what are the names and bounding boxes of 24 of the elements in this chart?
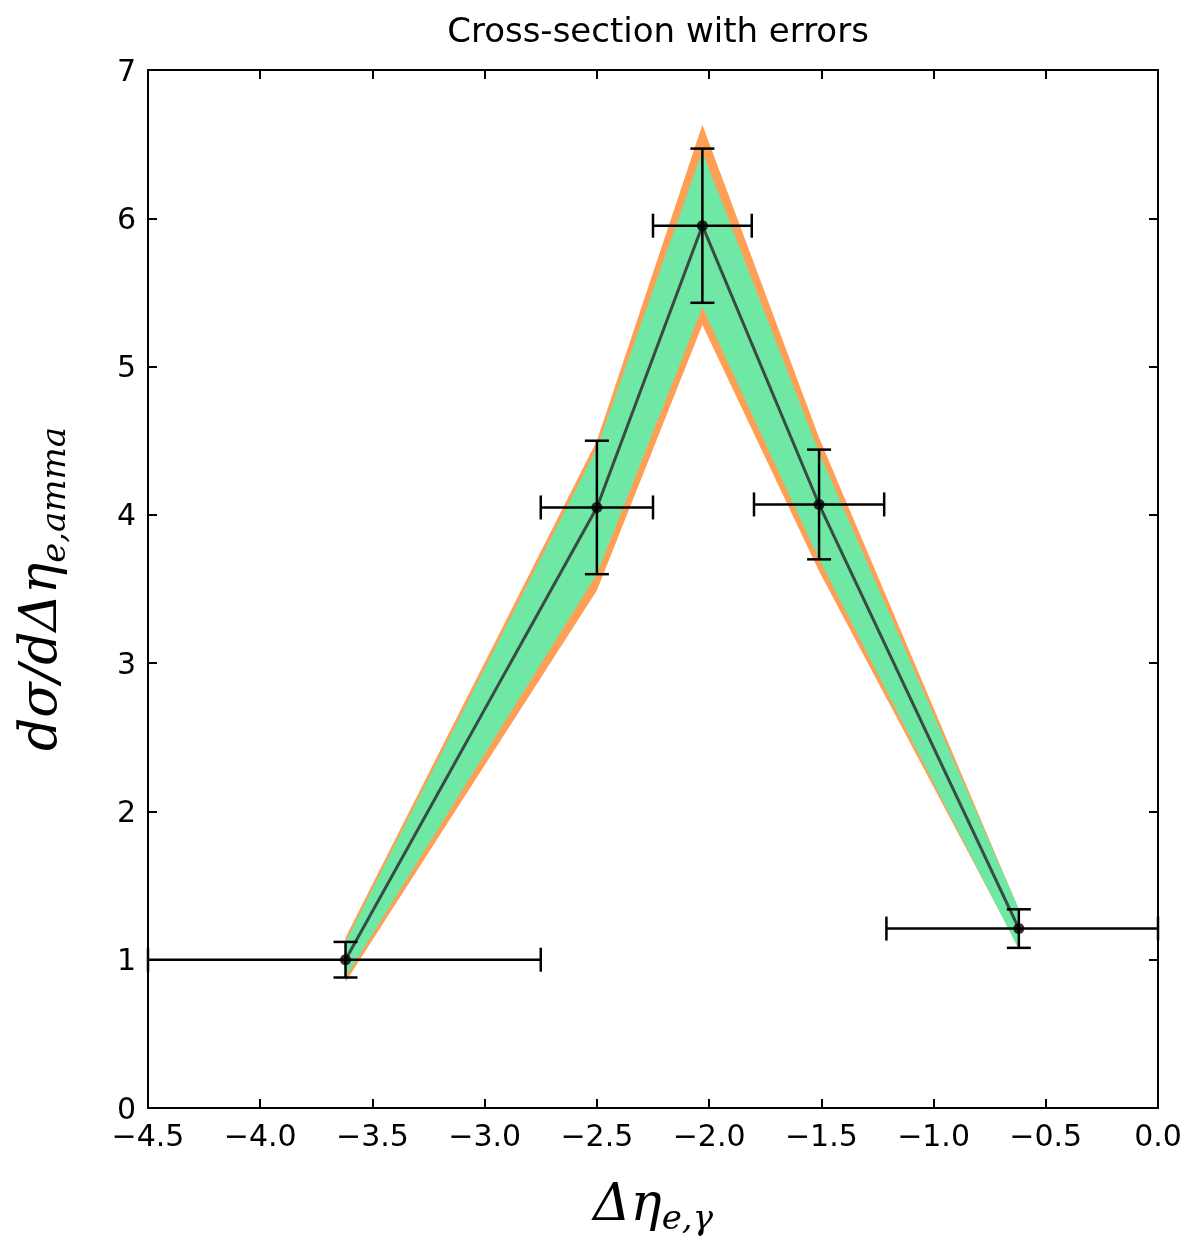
x-tick-label: −3.5 <box>336 1117 409 1153</box>
x-tick-label: −1.5 <box>784 1117 858 1153</box>
point <box>696 220 708 232</box>
point <box>1013 923 1025 935</box>
x-tick-label: −2.0 <box>672 1117 746 1153</box>
x-tick-label: −4.0 <box>223 1117 297 1153</box>
y-tick-label: 0 <box>116 1090 136 1126</box>
y-tick-label: 2 <box>116 793 136 829</box>
point <box>813 498 825 510</box>
x-tick-label: −1.0 <box>897 1117 970 1153</box>
y-tick-label: 6 <box>116 200 136 236</box>
y-tick-label: 5 <box>116 349 136 385</box>
y-tick-label: 4 <box>116 497 136 533</box>
x-tick-label: −3.0 <box>448 1117 522 1153</box>
x-tick-label: −0.5 <box>1009 1117 1083 1153</box>
point <box>340 954 352 966</box>
y-tick-label: 7 <box>116 52 136 88</box>
chart-title: Cross-section with errors <box>447 10 869 50</box>
y-tick-label: 1 <box>116 942 136 978</box>
point <box>591 501 603 513</box>
y-tick-label: 3 <box>116 645 136 681</box>
x-tick-label: 0.0 <box>1134 1117 1182 1153</box>
y-axis-title: dσ/dΔηe,amma <box>8 426 73 752</box>
x-tick-label: −2.5 <box>560 1117 634 1153</box>
